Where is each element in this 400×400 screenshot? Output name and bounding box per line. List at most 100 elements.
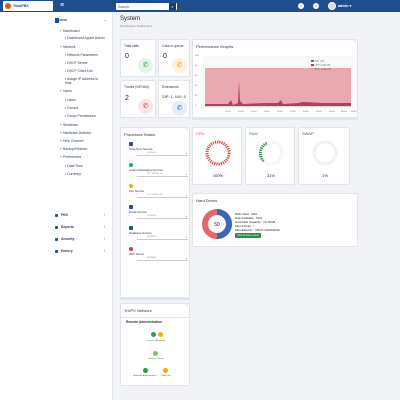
x-tick: 06:00 bbox=[341, 111, 347, 113]
bell-icon[interactable]: ♪ bbox=[313, 3, 319, 9]
sidebar-item-history[interactable]: History bbox=[55, 249, 73, 253]
sidebar-item-groups[interactable]: • Groups bbox=[65, 106, 79, 110]
card-title: Processes Status bbox=[124, 132, 156, 137]
kpi-value: 0 bbox=[125, 53, 129, 60]
performance-chart bbox=[203, 56, 353, 109]
chevron-right-icon[interactable]: › bbox=[104, 213, 106, 217]
gauge-value: 31% bbox=[266, 173, 275, 178]
chevron-down-icon[interactable]: ⌄ bbox=[104, 18, 107, 22]
sidebar-item-date-time[interactable]: • Date/Time bbox=[65, 164, 83, 168]
process-name: Web Server bbox=[129, 252, 145, 256]
card-title: CPU bbox=[196, 131, 205, 136]
card-title: TrixPX Network bbox=[124, 308, 152, 313]
email-icon bbox=[129, 205, 133, 209]
sidebar-item-dhcp-client-list[interactable]: • DHCP Client List bbox=[65, 69, 93, 73]
page-title: System bbox=[120, 16, 141, 22]
kpi-label: Extensions bbox=[162, 85, 179, 89]
node-label: License (Activated) bbox=[146, 340, 166, 342]
search-input[interactable]: Search ⌕ bbox=[116, 3, 177, 10]
logo-mark-icon bbox=[5, 3, 11, 9]
sidebar-item-backup-restore[interactable]: ‣ Backup/Restore bbox=[60, 147, 88, 151]
sidebar-item-help-channel[interactable]: ‣ Help Channel bbox=[60, 139, 84, 143]
search-icon[interactable]: ⌕ bbox=[169, 3, 176, 10]
chevron-down-icon: ▾ bbox=[185, 258, 187, 260]
sidebar-item-users[interactable]: ‣ Users bbox=[60, 89, 72, 93]
legend-item-mem: Mem. usage (%) bbox=[311, 68, 331, 71]
legend-item-cpu: CPU usage (%) bbox=[311, 64, 330, 67]
cpu-gauge bbox=[205, 140, 231, 166]
web-server-icon bbox=[129, 247, 133, 251]
sidebar-item-currency[interactable]: • Currency bbox=[65, 172, 81, 176]
manufacturer-line: Manufacturer : VBOX HARDDISK bbox=[235, 228, 280, 232]
kpi-label: Calls in queue bbox=[162, 44, 184, 48]
process-status-select[interactable]: RUNNING ▾ bbox=[137, 236, 188, 240]
x-tick: 12:00 bbox=[225, 111, 231, 113]
sidebar-item-dhcp-server[interactable]: • DHCP Server bbox=[65, 61, 88, 65]
y-tick: 60 bbox=[195, 75, 198, 77]
sidebar-item-hardware-detector[interactable]: ‣ Hardware Detector bbox=[60, 131, 92, 135]
sidebar-item-pbx[interactable]: PBX bbox=[55, 213, 68, 217]
menu-toggle-icon[interactable]: ≡ bbox=[60, 2, 65, 9]
legend-item-sim-calls: Sim. calls bbox=[311, 60, 324, 63]
sidebar-item-network-parameters[interactable]: • Network Parameters bbox=[65, 53, 99, 57]
process-status-select[interactable]: RUNNING ▾ bbox=[137, 152, 188, 156]
resize-handle-icon[interactable]: ⤡ bbox=[185, 303, 188, 307]
breadcrumb: Dashboard / Dashboard bbox=[120, 24, 152, 28]
resize-handle-icon[interactable]: ⤡ bbox=[353, 39, 356, 43]
x-tick: 16:00 bbox=[251, 111, 257, 113]
process-status-select[interactable]: NOT INSTALLED ▾ bbox=[137, 194, 188, 198]
ram-gauge-card: RAM 31% bbox=[245, 127, 295, 185]
x-tick: 22:00 bbox=[290, 111, 296, 113]
chevron-down-icon: ▾ bbox=[185, 237, 187, 239]
card-title: RAM bbox=[249, 131, 258, 136]
resize-handle-icon[interactable]: ⤡ bbox=[353, 193, 356, 197]
sidebar-item-preferences[interactable]: ‣ Preferences bbox=[60, 155, 82, 159]
sidebar-item-reports[interactable]: Reports bbox=[55, 225, 74, 229]
chevron-right-icon[interactable]: › bbox=[104, 237, 106, 241]
kpi-card-trunks: Trunks (SIP/IAX) 2 ✆ bbox=[120, 80, 156, 118]
disk-used-line: Disk Used : 50% bbox=[235, 212, 258, 216]
y-tick: 80 bbox=[195, 65, 198, 67]
performance-graphs-card: Performance Graphs ⤡ 100 80 60 40 20 0 1… bbox=[192, 39, 358, 118]
available-administration-icon[interactable] bbox=[143, 368, 148, 373]
card-title: Performance Graphs bbox=[196, 44, 234, 49]
y-tick: 100 bbox=[195, 55, 199, 57]
chevron-right-icon[interactable]: › bbox=[104, 249, 106, 253]
process-name: Telephony Service bbox=[129, 147, 153, 151]
remote-control-icon[interactable] bbox=[153, 351, 158, 356]
sidebar-item-dashboard[interactable]: ‣ Dashboard bbox=[60, 29, 80, 33]
x-tick: 20:00 bbox=[277, 111, 283, 113]
card-subtitle: Remote Administration bbox=[126, 320, 163, 324]
resize-handle-icon[interactable]: ⤡ bbox=[185, 127, 188, 131]
process-status-select[interactable]: RUNNING ▾ bbox=[137, 215, 188, 219]
directory-report-button[interactable]: Total directory report bbox=[235, 233, 261, 238]
sidebar-item-shutdown[interactable]: ‣ Shutdown bbox=[60, 123, 79, 127]
sidebar-item-network[interactable]: ‣ Network bbox=[60, 45, 76, 49]
card-title: Hard Drives bbox=[196, 198, 218, 203]
brand-logo[interactable]: TotalPBX bbox=[3, 1, 53, 11]
info-icon[interactable]: i bbox=[298, 3, 304, 9]
ram-gauge bbox=[258, 140, 284, 166]
x-tick: 04:00 bbox=[329, 111, 335, 113]
sidebar-item-security[interactable]: Security bbox=[55, 237, 74, 241]
swap-gauge bbox=[312, 140, 338, 166]
license-expired-icon[interactable] bbox=[158, 332, 163, 337]
kpi-value: 2 bbox=[125, 95, 129, 102]
sidebar-item-group-permissions[interactable]: • Group Permissions bbox=[65, 114, 96, 118]
process-status-select[interactable]: NOT INSTALLED ▾ bbox=[137, 173, 188, 177]
avatar[interactable] bbox=[328, 2, 336, 10]
chevron-right-icon[interactable]: › bbox=[104, 225, 106, 229]
node-label: Remote Control bbox=[148, 358, 164, 360]
web-link-icon[interactable] bbox=[163, 368, 168, 373]
kpi-card-extensions: Extensions SIP: 1, IAX: 0 ✆ bbox=[158, 80, 190, 118]
process-status-select[interactable]: RUNNING ▾ bbox=[137, 257, 188, 261]
user-name[interactable]: admin ▾ bbox=[338, 3, 352, 8]
sidebar-item-users-list[interactable]: • Users bbox=[65, 98, 76, 102]
sidebar-item-assign-ip[interactable]: • Assign IP Address to Mac bbox=[65, 77, 99, 85]
x-tick: 08:00 bbox=[351, 111, 357, 113]
disk-capacity-line: Hard Disk Capacity : 15.76GB bbox=[235, 220, 276, 224]
license-activated-icon[interactable] bbox=[151, 332, 156, 337]
sidebar-item-dashboard-applet-admin[interactable]: • Dashboard Applet Admin bbox=[65, 36, 105, 40]
x-tick: 14:00 bbox=[238, 111, 244, 113]
sidebar-item-system[interactable]: System bbox=[55, 18, 68, 22]
